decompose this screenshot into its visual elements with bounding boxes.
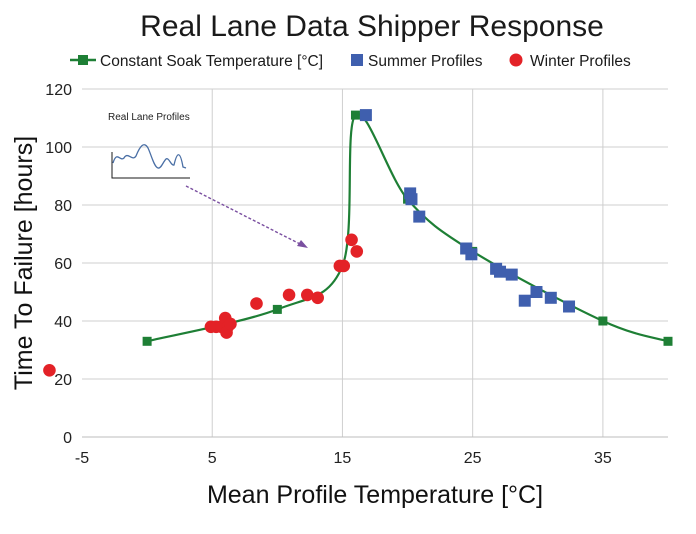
constant-soak-point: [663, 336, 673, 346]
y-tick-label: 60: [54, 256, 72, 273]
winter-profile-point: [282, 288, 296, 302]
legend: Constant Soak Temperature [°C] Summer Pr…: [70, 53, 631, 70]
legend-label-winter: Winter Profiles: [530, 53, 631, 70]
annotation-arrow-head-icon: [297, 240, 308, 248]
x-tick-label: 25: [464, 450, 482, 467]
x-tick-label: 15: [334, 450, 352, 467]
y-tick-label: 20: [54, 372, 72, 389]
winter-profile-point: [311, 291, 325, 305]
inset-title: Real Lane Profiles: [108, 112, 190, 123]
summer-profile-point: [505, 268, 518, 281]
series-layer: [43, 109, 673, 377]
y-tick-label: 0: [63, 430, 72, 447]
summer-profile-point: [494, 265, 507, 278]
winter-profile-point: [224, 317, 237, 331]
x-tick-label: -5: [75, 450, 89, 467]
x-axis-label: Mean Profile Temperature [°C]: [207, 481, 543, 509]
legend-item-constant-soak: Constant Soak Temperature [°C]: [70, 53, 323, 70]
winter-profile-point: [250, 297, 263, 310]
summer-profile-point: [405, 193, 418, 206]
annotation-arrow-line: [185, 185, 303, 246]
constant-soak-point: [142, 336, 152, 346]
series-line-constant-soak: [146, 112, 669, 343]
constant-soak-point: [350, 110, 360, 120]
summer-profile-point: [530, 286, 543, 298]
summer-profile-point: [465, 248, 478, 261]
constant-soak-point: [272, 304, 282, 314]
winter-profile-point: [345, 233, 358, 247]
winter-profile-point: [337, 259, 351, 273]
winter-profile-point: [43, 364, 56, 377]
legend-label-constant-soak: Constant Soak Temperature [°C]: [100, 53, 323, 70]
winter-profile-point: [350, 245, 364, 258]
legend-item-winter: Winter Profiles: [509, 53, 631, 70]
legend-circle-icon: [509, 53, 523, 67]
y-axis-label: Time To Failure [hours]: [10, 136, 38, 390]
winter-profile-point: [300, 288, 314, 302]
legend-label-summer: Summer Profiles: [368, 53, 483, 70]
summer-profile-point: [413, 210, 426, 223]
inset-axes-icon: [111, 152, 190, 179]
y-tick-label: 100: [45, 140, 72, 157]
x-tick-label: 35: [594, 450, 612, 467]
y-tick-label: 80: [54, 198, 72, 215]
y-tick-label: 120: [45, 82, 72, 99]
y-tick-label: 40: [54, 314, 72, 331]
inset-profile-sketch-icon: [112, 144, 187, 169]
summer-profile-point: [518, 294, 531, 307]
summer-profile-point: [544, 291, 557, 304]
legend-item-summer: Summer Profiles: [351, 53, 483, 70]
summer-profile-point: [563, 300, 576, 313]
legend-square-icon: [78, 55, 88, 65]
legend-square-icon: [351, 54, 363, 66]
chart-title: Real Lane Data Shipper Response: [140, 10, 604, 43]
tick-labels: 0 20 40 60 80 100 120 -5 5 15 25 35: [45, 82, 612, 467]
gridlines: [82, 88, 668, 437]
constant-soak-point: [598, 316, 608, 326]
x-tick-label: 5: [208, 450, 217, 467]
inset-annotation: Real Lane Profiles: [108, 112, 190, 179]
annotation-arrow: [185, 185, 308, 248]
summer-profile-point: [359, 109, 372, 122]
